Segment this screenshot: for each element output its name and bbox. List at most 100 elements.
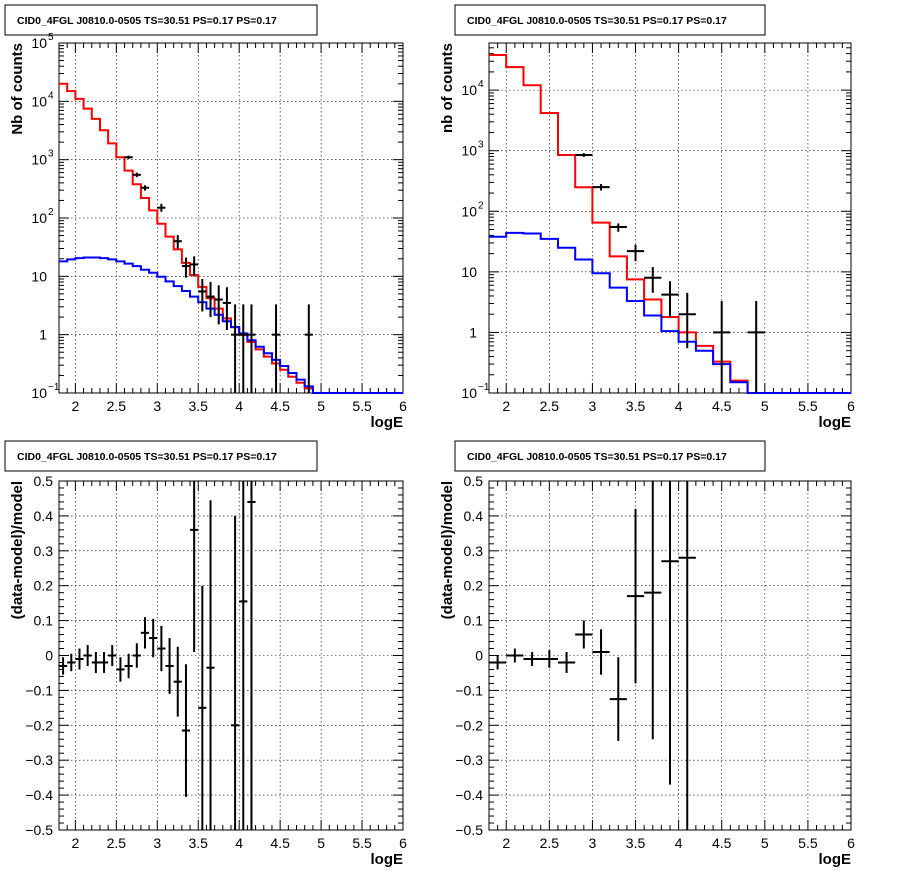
chart-title-box <box>4 4 318 36</box>
data-point <box>575 620 593 649</box>
y-tick-label: 0.3 <box>464 543 484 559</box>
y-tick-exponent: 4 <box>48 90 54 101</box>
x-axis-label: logE <box>371 851 404 868</box>
y-tick-label: −0.5 <box>455 822 483 838</box>
data-point <box>661 281 679 317</box>
y-axis-label: Nb of counts <box>9 43 26 135</box>
y-tick-exponent: 5 <box>48 32 54 43</box>
y-tick-label: −0.5 <box>25 822 53 838</box>
y-tick-label: 10 <box>31 210 47 226</box>
x-tick-label: 4.5 <box>270 398 290 414</box>
y-tick-label: −0.1 <box>455 682 483 698</box>
chart-title: CID0_4FGL J0810.0-0505 TS=30.51 PS=0.17 … <box>467 15 727 27</box>
y-tick-exponent: 3 <box>48 149 54 160</box>
y-tick-label: 0.4 <box>464 508 484 524</box>
y-tick-label: 0.2 <box>464 578 484 594</box>
data-point <box>609 223 627 232</box>
chart-title: CID0_4FGL J0810.0-0505 TS=30.51 PS=0.17 … <box>17 451 277 463</box>
data-point <box>206 500 215 830</box>
axis-ticks <box>488 42 852 394</box>
data-point <box>540 650 558 668</box>
y-tick-label: 10 <box>461 203 477 219</box>
data-point <box>91 652 100 673</box>
y-tick-label: 0.2 <box>34 578 54 594</box>
y-tick-label: −0.3 <box>25 752 53 768</box>
data-point <box>198 279 207 312</box>
data-point <box>247 304 256 393</box>
data-point <box>678 292 696 349</box>
x-tick-label: 3.5 <box>189 398 209 414</box>
data-point <box>181 664 191 797</box>
x-tick-label: 3.5 <box>626 835 646 851</box>
y-tick-label: −0.1 <box>25 682 53 698</box>
y-tick-label: 0.1 <box>34 613 54 629</box>
x-axis-label: logE <box>371 414 404 431</box>
y-tick-label: 10 <box>461 143 477 159</box>
y-tick-label: 0.1 <box>464 613 484 629</box>
data-point <box>231 304 240 393</box>
data-point <box>239 304 248 393</box>
data-point <box>626 508 645 684</box>
data-point <box>140 617 150 649</box>
data-point <box>271 304 281 393</box>
x-tick-label: 4.5 <box>270 835 290 851</box>
chart-panel-2: CID0_4FGL J0810.0-0505 TS=30.51 PS=0.17 … <box>439 4 855 431</box>
source-model-histogram <box>59 256 403 394</box>
y-tick-label: −0.2 <box>455 717 483 733</box>
y-tick-label: −0.4 <box>455 787 483 803</box>
axis-ticks <box>58 42 404 394</box>
data-point <box>67 653 76 672</box>
y-tick-label: 10 <box>461 264 477 280</box>
y-axis-label: nb of counts <box>439 43 456 133</box>
y-axis-label: (data-model)/model <box>9 481 26 619</box>
y-tick-exponent: 2 <box>478 200 484 211</box>
chart-title-box <box>454 440 766 472</box>
y-tick-label: −0.4 <box>25 787 53 803</box>
y-tick-exponent: −1 <box>478 382 490 393</box>
data-point <box>206 281 215 318</box>
data-point <box>198 585 207 830</box>
data-point <box>132 643 141 668</box>
chart-panel-1: CID0_4FGL J0810.0-0505 TS=30.51 PS=0.17 … <box>4 4 407 431</box>
data-point <box>214 285 223 325</box>
data-point <box>181 257 191 278</box>
x-tick-label: 5.5 <box>352 835 372 851</box>
y-tick-label: −0.2 <box>25 717 53 733</box>
data-point <box>132 172 141 178</box>
x-tick-label: 3 <box>589 835 597 851</box>
y-tick-label: 10 <box>461 82 477 98</box>
chart-title-box <box>454 4 766 36</box>
y-tick-label: 10 <box>31 152 47 168</box>
x-tick-label: 5 <box>761 835 769 851</box>
y-tick-exponent: 2 <box>48 207 54 218</box>
data-point <box>247 481 256 830</box>
data-point <box>124 653 133 679</box>
data-point <box>190 256 199 277</box>
data-point <box>116 657 125 682</box>
data-point <box>523 652 541 666</box>
x-tick-label: 3.5 <box>626 398 646 414</box>
data-point <box>304 304 313 393</box>
data-point <box>506 648 524 663</box>
x-tick-label: 2.5 <box>540 398 560 414</box>
x-tick-label: 5.5 <box>798 398 818 414</box>
x-tick-label: 2 <box>71 398 79 414</box>
y-tick-label: 10 <box>31 268 47 284</box>
x-axis-label: logE <box>819 414 852 431</box>
data-point <box>713 301 731 393</box>
data-point <box>592 629 610 675</box>
x-tick-label: 5 <box>761 398 769 414</box>
data-point <box>575 153 593 157</box>
chart-title: CID0_4FGL J0810.0-0505 TS=30.51 PS=0.17 … <box>467 451 727 463</box>
data-point <box>644 267 662 293</box>
data-point <box>231 515 240 830</box>
x-tick-label: 2 <box>502 398 510 414</box>
x-tick-label: 4 <box>235 398 243 414</box>
axis-ticks <box>58 480 404 831</box>
x-tick-label: 2 <box>502 835 510 851</box>
x-tick-label: 2.5 <box>107 835 127 851</box>
data-point <box>747 301 765 393</box>
y-tick-label: 0.5 <box>464 473 484 489</box>
chart-title-box <box>4 440 318 472</box>
x-axis-label: logE <box>819 851 852 868</box>
